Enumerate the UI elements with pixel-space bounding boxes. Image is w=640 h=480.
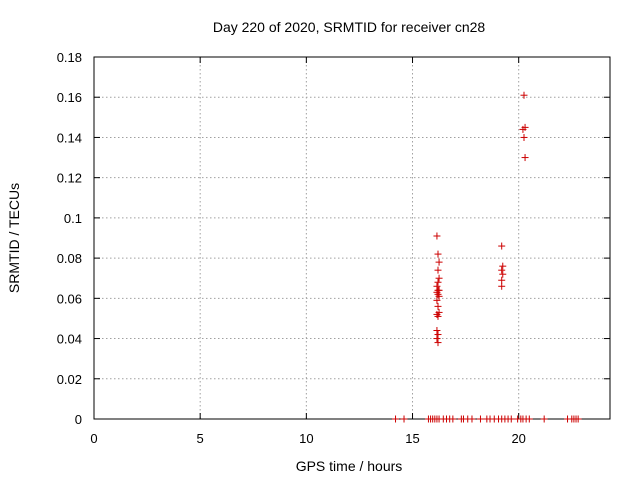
data-point (498, 282, 506, 290)
data-point (507, 415, 515, 423)
data-point (435, 292, 443, 300)
data-point (435, 258, 443, 266)
data-point (521, 154, 529, 162)
data-point (433, 232, 441, 240)
data-point (433, 296, 441, 304)
data-point (434, 339, 442, 347)
y-tick-label: 0.04 (57, 332, 82, 347)
data-point (434, 331, 442, 339)
data-point (433, 335, 441, 343)
data-point (498, 242, 506, 250)
data-point (540, 415, 548, 423)
x-tick-label: 20 (511, 431, 525, 446)
data-point (519, 125, 527, 133)
data-point (433, 282, 441, 290)
data-point (499, 270, 507, 278)
data-point (525, 415, 533, 423)
y-tick-label: 0.12 (57, 171, 82, 186)
x-tick-label: 10 (299, 431, 313, 446)
data-point (434, 278, 442, 286)
data-point (434, 312, 442, 320)
data-point (476, 415, 484, 423)
data-point (434, 250, 442, 258)
data-point (468, 415, 476, 423)
data-point (499, 262, 507, 270)
data-point (434, 302, 442, 310)
x-tick-label: 15 (405, 431, 419, 446)
y-tick-label: 0.08 (57, 251, 82, 266)
data-point (435, 274, 443, 282)
data-points (392, 91, 582, 423)
y-tick-label: 0.1 (64, 211, 82, 226)
chart-title: Day 220 of 2020, SRMTID for receiver cn2… (213, 19, 486, 35)
plot-frame (93, 56, 611, 420)
data-point (520, 133, 528, 141)
data-point (449, 415, 457, 423)
y-tick-label: 0.16 (57, 90, 82, 105)
data-point (433, 327, 441, 335)
x-axis-label: GPS time / hours (296, 458, 403, 474)
data-point (392, 415, 400, 423)
x-tick-label: 0 (90, 431, 97, 446)
y-tick-label: 0 (75, 412, 82, 427)
data-point (574, 415, 582, 423)
data-point (400, 415, 408, 423)
data-point (498, 266, 506, 274)
grid (94, 57, 610, 419)
data-point (434, 266, 442, 274)
ticks: 0 5 10 15 20 0 0.02 0.04 0.06 0.08 0.1 0.12 0.14 0.16… (57, 50, 610, 446)
y-tick-label: 0.14 (57, 130, 82, 145)
y-tick-label: 0.02 (57, 372, 82, 387)
y-tick-label: 0.18 (57, 50, 82, 65)
x-tick-label: 5 (197, 431, 204, 446)
y-axis-label: SRMTID / TECUs (6, 183, 22, 293)
data-point (520, 91, 528, 99)
data-point (498, 276, 506, 284)
y-tick-label: 0.06 (57, 291, 82, 306)
